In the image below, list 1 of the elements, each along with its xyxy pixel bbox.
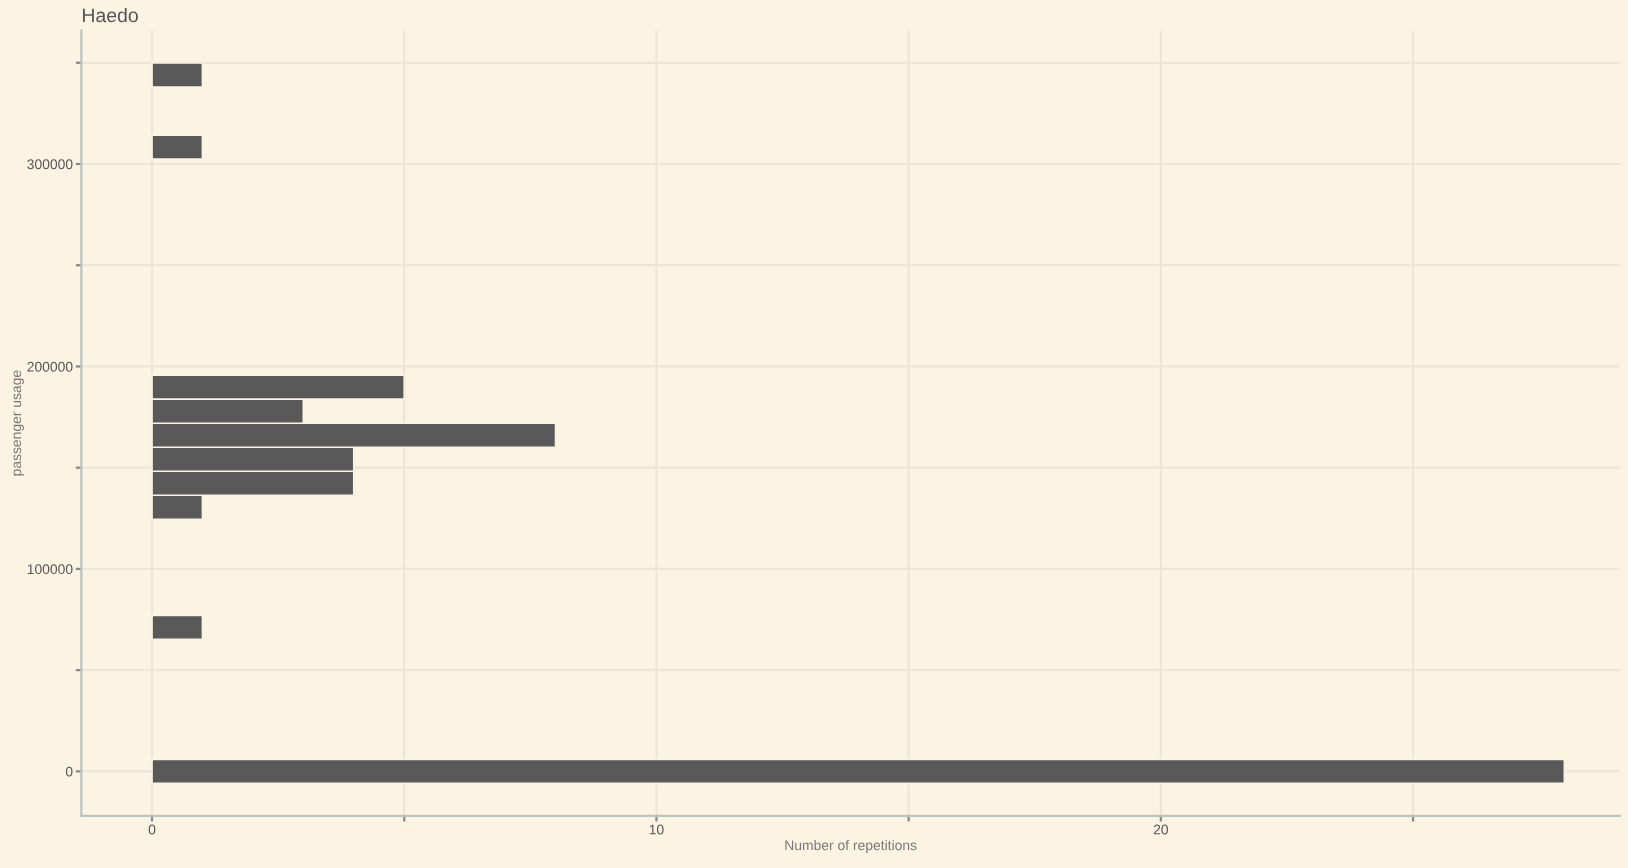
chart-title: Haedo [83,7,138,23]
